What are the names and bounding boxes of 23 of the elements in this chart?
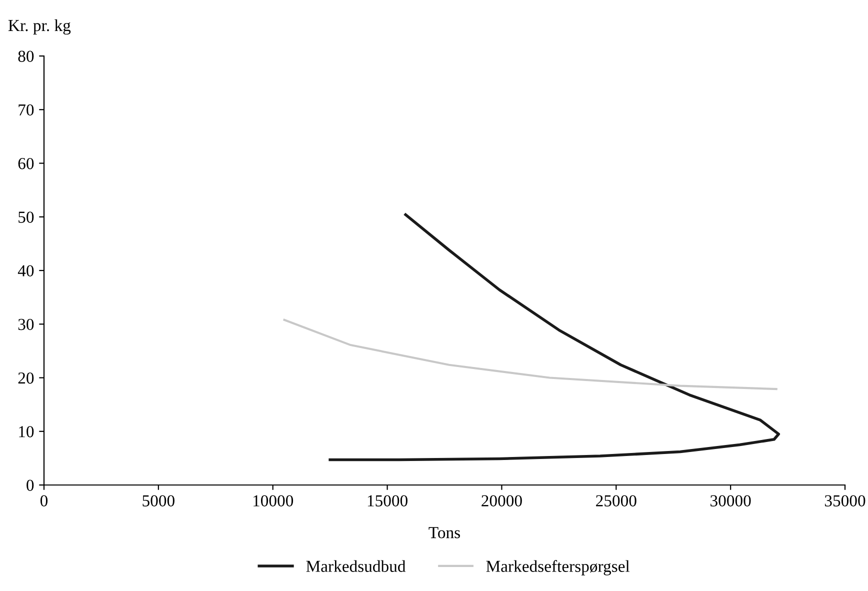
x-tick-label: 10000	[253, 495, 294, 506]
line-series	[328, 213, 780, 462]
x-tick-label: 15000	[368, 495, 408, 506]
x-tick-label: 0	[40, 495, 48, 506]
y-tick-label: 20	[18, 372, 34, 384]
y-tick-label: 60	[18, 158, 34, 170]
y-tick-label: 0	[26, 480, 34, 491]
y-tick-label: 30	[18, 318, 34, 330]
x-tick-label: 5000	[142, 495, 174, 506]
x-tick-label: 30000	[710, 495, 751, 506]
y-tick-label: 10	[19, 426, 34, 438]
y-tick-label: 80	[18, 50, 34, 62]
y-tick-label: 40	[18, 265, 34, 276]
y-axis-title: Kr. pr. kg	[8, 19, 71, 35]
y-tick-label: 70	[18, 104, 34, 116]
line-series	[283, 318, 778, 390]
x-axis-title: Tons	[428, 527, 460, 538]
x-tick-label: 35000	[824, 495, 866, 506]
legend-label: Markedsudbud	[306, 560, 406, 572]
y-tick-label: 50	[18, 212, 34, 223]
x-tick-label: 25000	[596, 495, 636, 506]
legend-label: Markedsefterspørgsel	[486, 560, 630, 576]
x-tick-label: 20000	[482, 495, 522, 506]
